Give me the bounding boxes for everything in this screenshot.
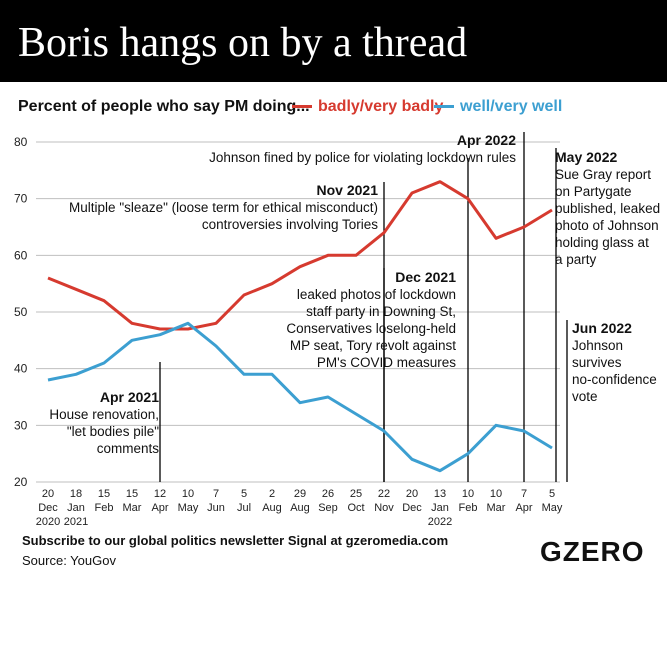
y-tick-label: 40 xyxy=(14,362,28,376)
y-tick-label: 80 xyxy=(14,135,28,149)
event-text: Conservatives loselong-held xyxy=(286,321,456,336)
x-tick-label: Apr xyxy=(515,502,532,514)
event-text: published, leaked xyxy=(555,201,660,216)
x-tick-label: 15 xyxy=(98,488,110,500)
event-text: comments xyxy=(97,441,160,456)
x-tick-label: 10 xyxy=(182,488,194,500)
x-tick-label: Jan xyxy=(431,502,449,514)
x-tick-label: 12 xyxy=(154,488,166,500)
legend-swatch-well xyxy=(434,105,454,109)
event-text: Multiple "sleaze" (loose term for ethica… xyxy=(69,200,378,215)
x-tick-label: 20 xyxy=(406,488,418,500)
series-line-badly xyxy=(47,180,553,331)
x-tick-label: 20 xyxy=(42,488,54,500)
x-tick-label: Dec xyxy=(402,502,422,514)
event-text: a party xyxy=(555,252,597,267)
x-tick-label: 2022 xyxy=(428,516,452,528)
x-tick-label: 13 xyxy=(434,488,446,500)
event-text: Johnson fined by police for violating lo… xyxy=(209,150,516,165)
legend-swatch-badly xyxy=(292,105,312,109)
event-text: Johnson xyxy=(572,338,623,353)
subscribe-note: Subscribe to our global politics newslet… xyxy=(22,533,449,548)
x-tick-label: 15 xyxy=(126,488,138,500)
x-tick-label: Aug xyxy=(290,502,310,514)
series-line-well xyxy=(47,321,553,473)
y-tick-label: 20 xyxy=(14,475,28,489)
event-text: survives xyxy=(572,355,622,370)
x-tick-label: 7 xyxy=(213,488,219,500)
x-tick-label: 2 xyxy=(269,488,275,500)
event-title: Dec 2021 xyxy=(395,269,456,285)
event-title: Apr 2022 xyxy=(457,132,516,148)
y-tick-label: 60 xyxy=(14,248,28,262)
x-tick-label: 5 xyxy=(241,488,247,500)
event-text: Sue Gray report xyxy=(555,167,651,182)
x-tick-label: Nov xyxy=(374,502,394,514)
x-tick-label: Oct xyxy=(347,502,364,514)
x-tick-label: 22 xyxy=(378,488,390,500)
chart-title: Boris hangs on by a thread xyxy=(18,20,468,66)
x-tick-label: Feb xyxy=(459,502,478,514)
x-tick-label: Feb xyxy=(95,502,114,514)
event-text: on Partygate xyxy=(555,184,632,199)
x-tick-label: Jun xyxy=(207,502,225,514)
event-text: MP seat, Tory revolt against xyxy=(290,338,456,353)
x-tick-label: 2021 xyxy=(64,516,88,528)
legend-label-well: well/very well xyxy=(460,98,563,115)
legend-item-badly: badly/very badly xyxy=(292,98,443,116)
x-tick-label: 10 xyxy=(462,488,474,500)
event-text: staff party in Downing St, xyxy=(306,304,456,319)
title-bar: Boris hangs on by a thread xyxy=(0,0,667,82)
event-title: Apr 2021 xyxy=(100,389,159,405)
legend-item-well: well/very well xyxy=(434,98,562,116)
x-tick-label: Aug xyxy=(262,502,282,514)
event-text: House renovation, xyxy=(49,407,159,422)
event-text: holding glass at xyxy=(555,235,649,250)
x-tick-label: 2020 xyxy=(36,516,60,528)
x-tick-label: 26 xyxy=(322,488,334,500)
gzero-logo: GZERO xyxy=(540,536,645,567)
x-tick-label: May xyxy=(178,502,199,514)
event-text: "let bodies pile" xyxy=(67,424,159,439)
event-title: Jun 2022 xyxy=(572,320,632,336)
x-tick-label: Apr xyxy=(151,502,168,514)
legend-prefix: Percent of people who say PM doing... xyxy=(18,98,310,115)
x-tick-label: 10 xyxy=(490,488,502,500)
x-tick-label: May xyxy=(542,502,563,514)
event-text: leaked photos of lockdown xyxy=(297,287,456,302)
event-title: May 2022 xyxy=(555,149,617,165)
x-tick-label: Jan xyxy=(67,502,85,514)
event-text: vote xyxy=(572,389,598,404)
x-tick-label: Dec xyxy=(38,502,58,514)
x-tick-label: 7 xyxy=(521,488,527,500)
event-text: photo of Johnson xyxy=(555,218,659,233)
legend-label-badly: badly/very badly xyxy=(318,98,444,115)
y-tick-label: 50 xyxy=(14,305,28,319)
event-title: Nov 2021 xyxy=(317,182,379,198)
x-tick-label: 5 xyxy=(549,488,555,500)
x-tick-label: Sep xyxy=(318,502,338,514)
y-tick-label: 30 xyxy=(14,418,28,432)
x-tick-label: Jul xyxy=(237,502,251,514)
x-tick-label: 25 xyxy=(350,488,362,500)
event-text: PM's COVID measures xyxy=(317,355,456,370)
x-tick-label: 29 xyxy=(294,488,306,500)
event-text: no-confidence xyxy=(572,372,657,387)
event-text: controversies involving Tories xyxy=(202,217,378,232)
x-tick-label: Mar xyxy=(123,502,142,514)
source-note: Source: YouGov xyxy=(22,553,116,568)
x-tick-label: Mar xyxy=(487,502,506,514)
x-tick-label: 18 xyxy=(70,488,82,500)
y-tick-label: 70 xyxy=(14,192,28,206)
